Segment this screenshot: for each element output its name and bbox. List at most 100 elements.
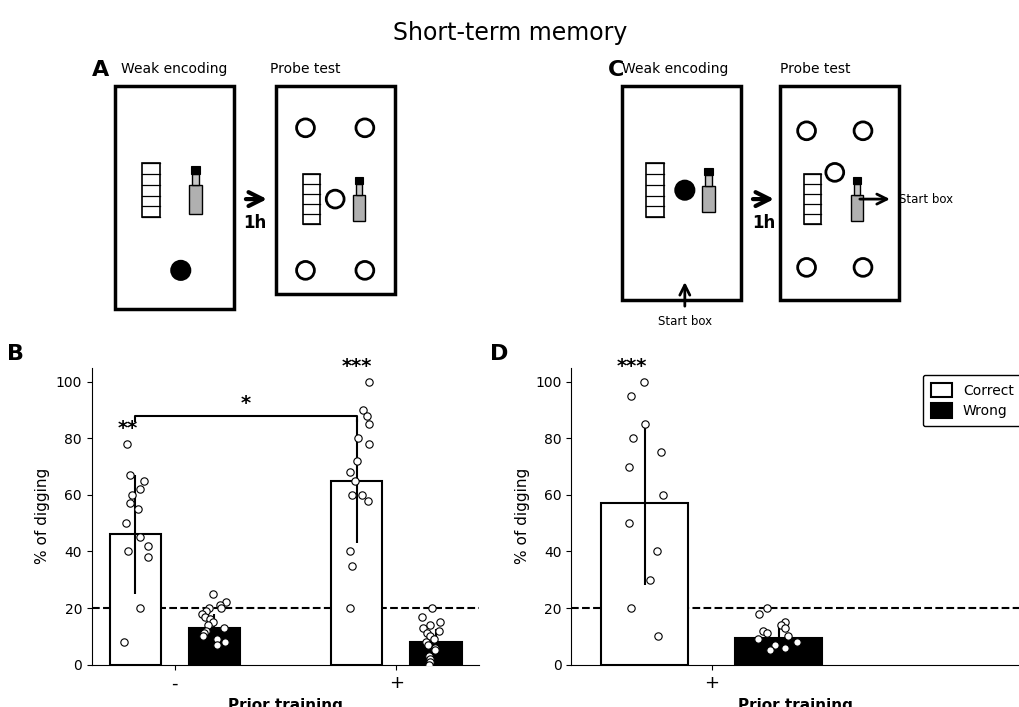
Point	[217, 597, 233, 608]
Point	[350, 433, 366, 444]
Point	[346, 475, 363, 486]
Point	[423, 602, 439, 614]
Point	[209, 639, 225, 650]
Point	[129, 503, 146, 515]
Point	[202, 614, 218, 625]
Bar	[410, 642, 462, 665]
Point	[654, 489, 671, 501]
Point	[417, 636, 433, 648]
Text: C: C	[607, 59, 624, 79]
Point	[343, 560, 360, 571]
Point	[140, 540, 156, 551]
Text: Short-term memory: Short-term memory	[392, 21, 627, 45]
Circle shape	[675, 181, 694, 199]
Point	[115, 636, 131, 648]
Bar	[189, 628, 239, 665]
Point	[422, 653, 438, 665]
Point	[215, 622, 231, 633]
Bar	[702, 186, 714, 212]
Point	[636, 419, 652, 430]
Text: D: D	[490, 344, 508, 364]
Bar	[355, 177, 363, 184]
Point	[201, 602, 217, 614]
Point	[361, 419, 377, 430]
Point	[355, 404, 371, 416]
Point	[205, 617, 221, 628]
Point	[122, 498, 139, 509]
Point	[132, 532, 149, 543]
Bar	[850, 194, 862, 221]
Point	[124, 489, 141, 501]
Point	[205, 588, 221, 600]
Bar	[852, 177, 860, 184]
Point	[136, 475, 152, 486]
Point	[648, 546, 664, 557]
Text: Probe test: Probe test	[780, 62, 850, 76]
Text: Start box: Start box	[657, 315, 711, 328]
X-axis label: Prior training: Prior training	[738, 698, 852, 707]
Bar	[353, 194, 365, 221]
Point	[119, 438, 136, 450]
Point	[413, 611, 429, 622]
Bar	[853, 184, 859, 194]
Text: ***: ***	[341, 357, 372, 376]
Point	[120, 546, 137, 557]
Point	[420, 650, 436, 662]
Point	[209, 633, 225, 645]
Bar	[109, 534, 161, 665]
Point	[419, 639, 435, 650]
Point	[750, 608, 766, 619]
Point	[131, 602, 148, 614]
Point	[213, 602, 229, 614]
Point	[118, 518, 135, 529]
Point	[200, 619, 216, 631]
Bar	[189, 185, 202, 214]
Text: ***: ***	[615, 357, 646, 376]
Bar	[303, 174, 319, 224]
Text: A: A	[92, 59, 109, 79]
Y-axis label: % of digging: % of digging	[35, 468, 50, 564]
Point	[635, 376, 651, 387]
Point	[353, 489, 369, 501]
Point	[361, 376, 377, 387]
Bar	[804, 174, 820, 224]
Point	[359, 410, 375, 421]
Bar	[193, 173, 199, 185]
Bar	[331, 481, 382, 665]
Bar	[356, 184, 362, 194]
Point	[621, 518, 637, 529]
Point	[360, 495, 376, 506]
Text: 1h: 1h	[751, 214, 774, 232]
Text: B: B	[6, 344, 23, 364]
Point	[421, 619, 437, 631]
Point	[348, 455, 365, 467]
Point	[421, 659, 437, 670]
Point	[341, 602, 358, 614]
Text: Weak encoding: Weak encoding	[121, 62, 227, 76]
Point	[140, 551, 156, 563]
Bar	[704, 168, 712, 175]
Point	[758, 602, 774, 614]
Point	[132, 484, 149, 495]
Bar	[622, 86, 741, 300]
Point	[341, 546, 358, 557]
Point	[195, 631, 211, 642]
Point	[621, 461, 637, 472]
Point	[766, 639, 783, 650]
Bar	[142, 163, 160, 217]
Point	[431, 625, 447, 636]
Point	[622, 390, 638, 402]
Point	[341, 467, 358, 478]
Text: 1h: 1h	[244, 214, 266, 232]
Point	[779, 631, 795, 642]
Point	[422, 631, 438, 642]
Point	[343, 489, 360, 501]
Point	[431, 617, 447, 628]
Point	[775, 642, 792, 653]
Point	[212, 600, 228, 611]
Point	[652, 447, 668, 458]
Text: **: **	[117, 419, 138, 438]
Point	[198, 605, 214, 617]
Point	[427, 642, 443, 653]
Bar	[705, 175, 711, 186]
